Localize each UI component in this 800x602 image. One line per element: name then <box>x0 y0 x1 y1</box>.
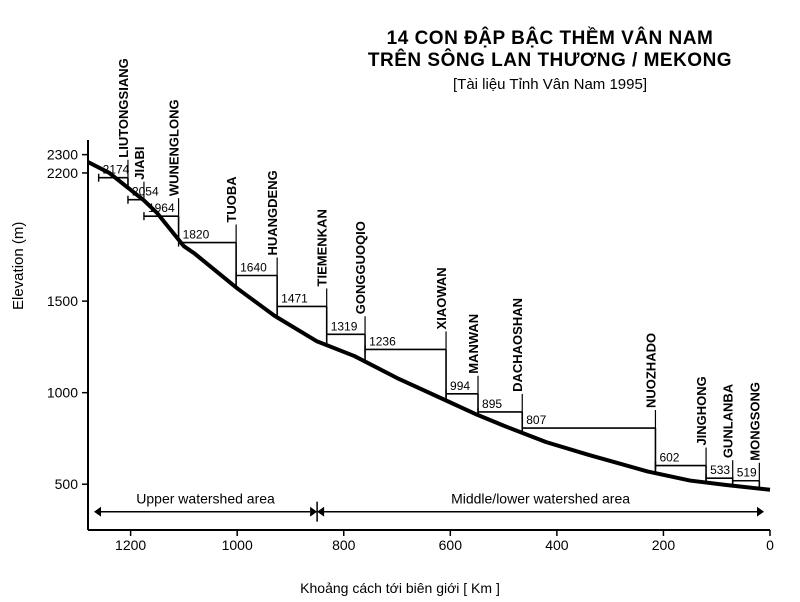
y-tick-label: 1500 <box>47 293 78 309</box>
dam-name-label: XIAOWAN <box>434 267 449 329</box>
x-tick-label: 200 <box>652 537 676 553</box>
dam-name-label: GONGGUOQIO <box>353 221 368 314</box>
watershed-lower-label: Middle/lower watershed area <box>451 491 630 507</box>
chart-title-line2: TRÊN SÔNG LAN THƯƠNG / MEKONG <box>330 50 770 72</box>
dam-elev-label: 2054 <box>132 185 159 199</box>
watershed-upper-span-arrow-left <box>94 507 101 517</box>
dam-name-label: TUOBA <box>224 176 239 223</box>
dam-elev-label: 1319 <box>331 319 358 333</box>
x-tick-label: 600 <box>439 537 463 553</box>
dam-elev-label: 1964 <box>148 201 175 215</box>
dam-name-label: NUOZHADO <box>643 333 658 408</box>
dam-elev-label: 807 <box>526 413 546 427</box>
dam-elev-label: 1820 <box>183 228 210 242</box>
dam-elev-label: 602 <box>659 451 679 465</box>
x-tick-label: 800 <box>332 537 356 553</box>
chart-title-sub: [Tài liệu Tỉnh Vân Nam 1995] <box>330 76 770 93</box>
dam-name-label: JINGHONG <box>694 376 709 445</box>
y-axis-label: Elevation (m) <box>10 222 27 310</box>
watershed-lower-span-arrow-right <box>757 507 764 517</box>
x-tick-label: 0 <box>766 537 774 553</box>
dam-elev-label: 533 <box>710 463 730 477</box>
y-tick-label: 1000 <box>47 385 78 401</box>
x-tick-label: 1200 <box>115 537 146 553</box>
chart-title-block: 14 CON ĐẬP BẬC THỀM VÂN NAM TRÊN SÔNG LA… <box>330 28 770 93</box>
dam-name-label: DACHAOSHAN <box>510 298 525 392</box>
watershed-upper-span-arrow-right <box>310 507 317 517</box>
dam-elev-label: 1236 <box>369 334 396 348</box>
dam-elev-label: 895 <box>482 397 502 411</box>
dam-elev-label: 1471 <box>281 291 308 305</box>
dam-name-label: JIABI <box>132 146 147 179</box>
chart-title-line1: 14 CON ĐẬP BẬC THỀM VÂN NAM <box>330 28 770 50</box>
dam-elev-label: 2174 <box>103 163 130 177</box>
dam-elev-label: 519 <box>737 466 757 480</box>
dam-name-label: MONGSONG <box>747 382 762 461</box>
x-axis-label: Khoảng cách tới biên giới [ Km ] <box>0 580 800 596</box>
watershed-lower-span-arrow-left <box>317 507 324 517</box>
dam-name-label: TIEMENKAN <box>315 209 330 286</box>
watershed-upper-label: Upper watershed area <box>136 491 275 507</box>
river-profile-line <box>88 162 770 490</box>
dam-name-label: WUNENGLONG <box>167 99 182 196</box>
dam-name-label: MANWAN <box>466 314 481 374</box>
y-tick-label: 2200 <box>47 165 78 181</box>
y-tick-label: 2300 <box>47 147 78 163</box>
dam-name-label: GUNLANBA <box>721 383 736 458</box>
dam-name-label: HUANGDENG <box>265 170 280 255</box>
x-tick-label: 1000 <box>222 537 253 553</box>
dam-elev-label: 994 <box>450 379 470 393</box>
x-tick-label: 400 <box>545 537 569 553</box>
dam-name-label: LIUTONGSIANG <box>116 58 131 157</box>
dam-elev-label: 1640 <box>240 260 267 274</box>
y-tick-label: 500 <box>55 476 79 492</box>
